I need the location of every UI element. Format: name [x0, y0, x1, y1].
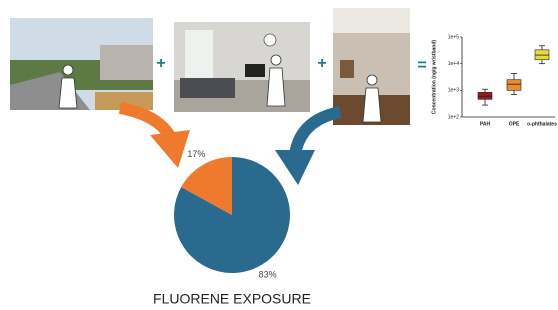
arrow — [295, 112, 340, 155]
x-tick-label: OPE — [509, 121, 520, 127]
caption: FLUORENE EXPOSURE — [153, 291, 311, 307]
graphical-abstract: + + = 83% 17% FLUORENE EXPOSURE 1e+2 1e+3 1e+… — [0, 0, 558, 310]
y-tick-label: 1e+4 — [448, 61, 459, 67]
plus-sign: + — [317, 55, 326, 72]
plus-sign: + — [156, 55, 165, 72]
arrow-head — [275, 150, 315, 185]
y-axis-label: Concentration (ng/g wristband) — [431, 40, 437, 114]
x-tick-label: o-phthalates — [527, 121, 557, 127]
x-tick-label: PAH — [480, 121, 491, 127]
arrow-head — [150, 130, 190, 168]
y-tick-label: 1e+2 — [448, 114, 459, 120]
equals-sign: = — [417, 57, 426, 74]
photo-office — [333, 8, 410, 125]
photo-living-room — [174, 22, 310, 112]
y-tick-label: 1e+3 — [448, 88, 459, 94]
box — [507, 80, 521, 91]
y-tick-label: 1e+5 — [448, 34, 459, 40]
photo-street — [10, 18, 153, 110]
slice-label: 17% — [187, 149, 205, 159]
box — [478, 92, 492, 99]
slice-label: 83% — [259, 270, 277, 280]
